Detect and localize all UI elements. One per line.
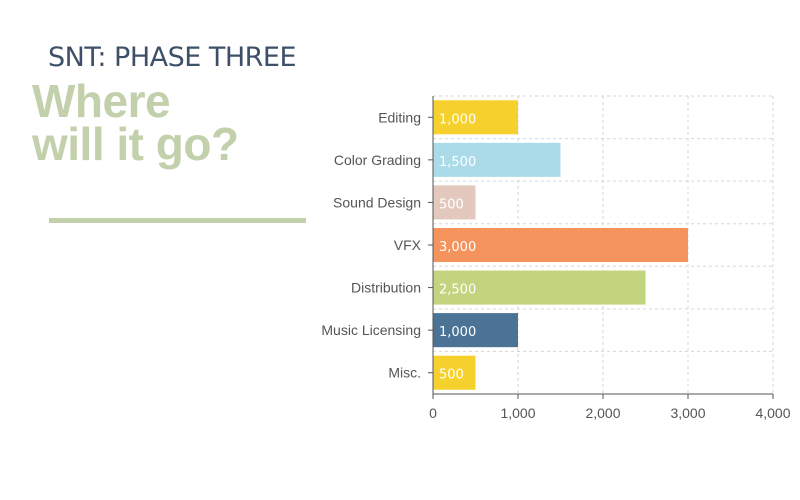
bar [433,313,518,348]
category-label: Distribution [351,280,421,296]
bar [433,355,476,390]
category-label: Editing [378,109,421,125]
headline-line-2: will it go? [32,118,239,170]
headline: Where will it go? [32,75,239,170]
category-label: Color Grading [334,152,421,168]
data-label: 1,000 [439,325,476,340]
headline-line-1: Where [32,75,171,127]
x-tick-label: 4,000 [755,405,790,421]
data-label: 500 [439,197,464,212]
category-label: Misc. [388,365,421,381]
x-tick-label: 2,000 [585,405,620,421]
category-label: VFX [394,237,422,253]
category-label: Sound Design [333,194,421,210]
x-tick-label: 0 [429,405,437,421]
bar [433,270,646,305]
x-tick-label: 3,000 [670,405,705,421]
data-label: 500 [439,368,464,383]
category-label: Music Licensing [321,322,421,338]
data-label: 2,500 [439,283,476,298]
x-tick-label: 1,000 [500,405,535,421]
bar [433,100,518,135]
data-label: 3,000 [439,240,476,255]
data-label: 1,000 [439,112,476,127]
data-label: 1,500 [439,155,476,170]
accent-rule [49,218,306,223]
kicker-title: SNT: PHASE THREE [48,42,297,73]
bar [433,142,561,177]
bar [433,185,476,220]
bar [433,227,688,263]
